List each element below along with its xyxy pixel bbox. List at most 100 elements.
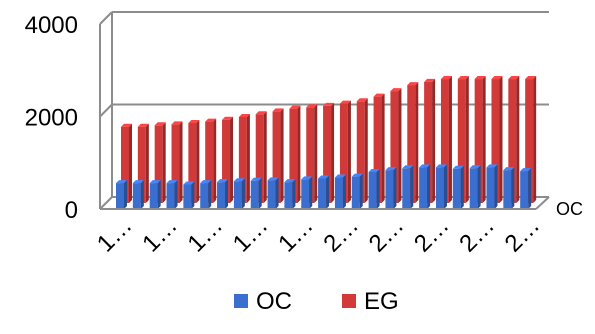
bar-oc	[132, 180, 144, 209]
bar-oc-side	[225, 179, 229, 209]
bar-oc-side	[174, 180, 178, 209]
bar-eg-front	[491, 79, 500, 203]
x-tick-label: 2…	[409, 212, 455, 258]
bar-eg-front	[255, 114, 264, 203]
bar-eg-side	[213, 118, 217, 203]
series-axis-label: OC	[556, 199, 583, 219]
bar-oc-side	[393, 167, 397, 209]
x-tick-label: 1…	[92, 212, 138, 258]
legend-swatch	[234, 294, 248, 308]
bar-eg-top	[289, 105, 301, 109]
bar-oc-top	[183, 181, 195, 185]
bar-oc-top	[435, 164, 447, 168]
bar-oc-top	[318, 175, 330, 179]
bar-eg-side	[145, 123, 149, 203]
bar-oc-top	[149, 180, 161, 184]
bar-oc-top	[217, 179, 229, 183]
bar-oc	[368, 169, 380, 209]
bar-oc-front	[486, 167, 495, 209]
bar-eg-side	[381, 93, 385, 203]
bar-oc-side	[511, 167, 515, 209]
bar-oc-side	[376, 169, 380, 209]
bar-eg	[457, 76, 469, 203]
bar-oc-front	[200, 183, 209, 209]
bar-eg-side	[331, 102, 335, 203]
bar-oc-top	[250, 177, 262, 181]
bar-oc-side	[157, 180, 161, 209]
bar-oc-side	[528, 168, 532, 209]
bar-eg-top	[121, 123, 132, 127]
bar-oc-side	[460, 165, 464, 209]
legend-label: EG	[364, 288, 399, 315]
bar-oc-top	[233, 178, 245, 182]
bar-eg-top	[491, 76, 503, 80]
bar-oc-side	[410, 165, 414, 209]
bar-oc-front	[217, 182, 226, 209]
bar-oc-side	[191, 181, 195, 209]
bar-eg-side	[246, 113, 250, 203]
bar-eg-front	[121, 126, 129, 203]
y-tick-label: 2000	[25, 105, 78, 132]
bar-oc-front	[166, 183, 175, 209]
bar-oc-front	[233, 181, 242, 209]
bar-oc	[385, 167, 397, 209]
bar-oc-top	[200, 180, 212, 184]
bar-eg-front	[154, 125, 163, 203]
bar-eg-top	[339, 100, 351, 104]
bar-oc-front	[267, 180, 276, 209]
bar-eg-side	[432, 78, 436, 203]
bar-eg	[474, 76, 486, 203]
bar-eg-front	[339, 103, 348, 203]
bar-oc-top	[419, 164, 431, 168]
bar-eg	[137, 123, 149, 203]
bar-eg-side	[196, 119, 200, 203]
bar-eg-front	[457, 79, 466, 203]
bar-oc	[233, 178, 245, 209]
bar-oc	[486, 164, 498, 209]
x-tick-label: 2…	[364, 212, 410, 258]
bar-eg-top	[154, 122, 166, 126]
bar-eg-top	[440, 76, 452, 80]
bar-eg-front	[508, 79, 517, 203]
bar-eg-top	[373, 93, 385, 97]
bar-eg-top	[272, 108, 284, 112]
bar-eg-side	[482, 76, 486, 203]
bar-oc	[419, 164, 431, 209]
bar-oc-side	[342, 174, 346, 209]
bar-oc-front	[318, 178, 327, 209]
bar-oc-top	[469, 165, 481, 169]
bar-oc-side	[258, 177, 262, 209]
bar-eg-top	[238, 113, 250, 117]
bar-eg-top	[323, 102, 335, 106]
x-tick-label: 1…	[137, 212, 183, 258]
bar-eg-side	[398, 88, 402, 203]
y-tick-label: 4000	[25, 12, 78, 39]
gridline-connector	[99, 103, 113, 118]
bar-oc-front	[419, 167, 428, 209]
bar-eg-front	[222, 119, 231, 203]
bar-eg	[272, 108, 284, 203]
bar-oc-side	[427, 164, 431, 209]
bar-oc-front	[452, 168, 461, 209]
bar-oc-front	[469, 168, 478, 209]
bar-eg-side	[179, 121, 183, 203]
bar-oc	[334, 174, 346, 209]
x-tick-label: 2…	[500, 212, 546, 258]
bar-eg-front	[373, 96, 382, 203]
bar-eg-front	[440, 79, 449, 203]
bar-eg-front	[424, 81, 433, 203]
bar-eg-front	[525, 79, 534, 203]
bar-eg-front	[356, 101, 365, 203]
bar-oc-front	[402, 168, 411, 209]
bar-eg-top	[407, 82, 419, 86]
bar-eg	[390, 88, 402, 203]
bar-eg	[188, 119, 200, 203]
bar-oc-side	[124, 180, 127, 209]
bar-oc-front	[132, 183, 141, 209]
bar-eg-side	[280, 108, 284, 203]
bar-eg-top	[457, 76, 469, 80]
bar-eg-top	[508, 76, 520, 80]
legend: OC EG	[234, 288, 399, 315]
bar-oc-top	[452, 165, 464, 169]
bar-oc-top	[503, 167, 515, 171]
